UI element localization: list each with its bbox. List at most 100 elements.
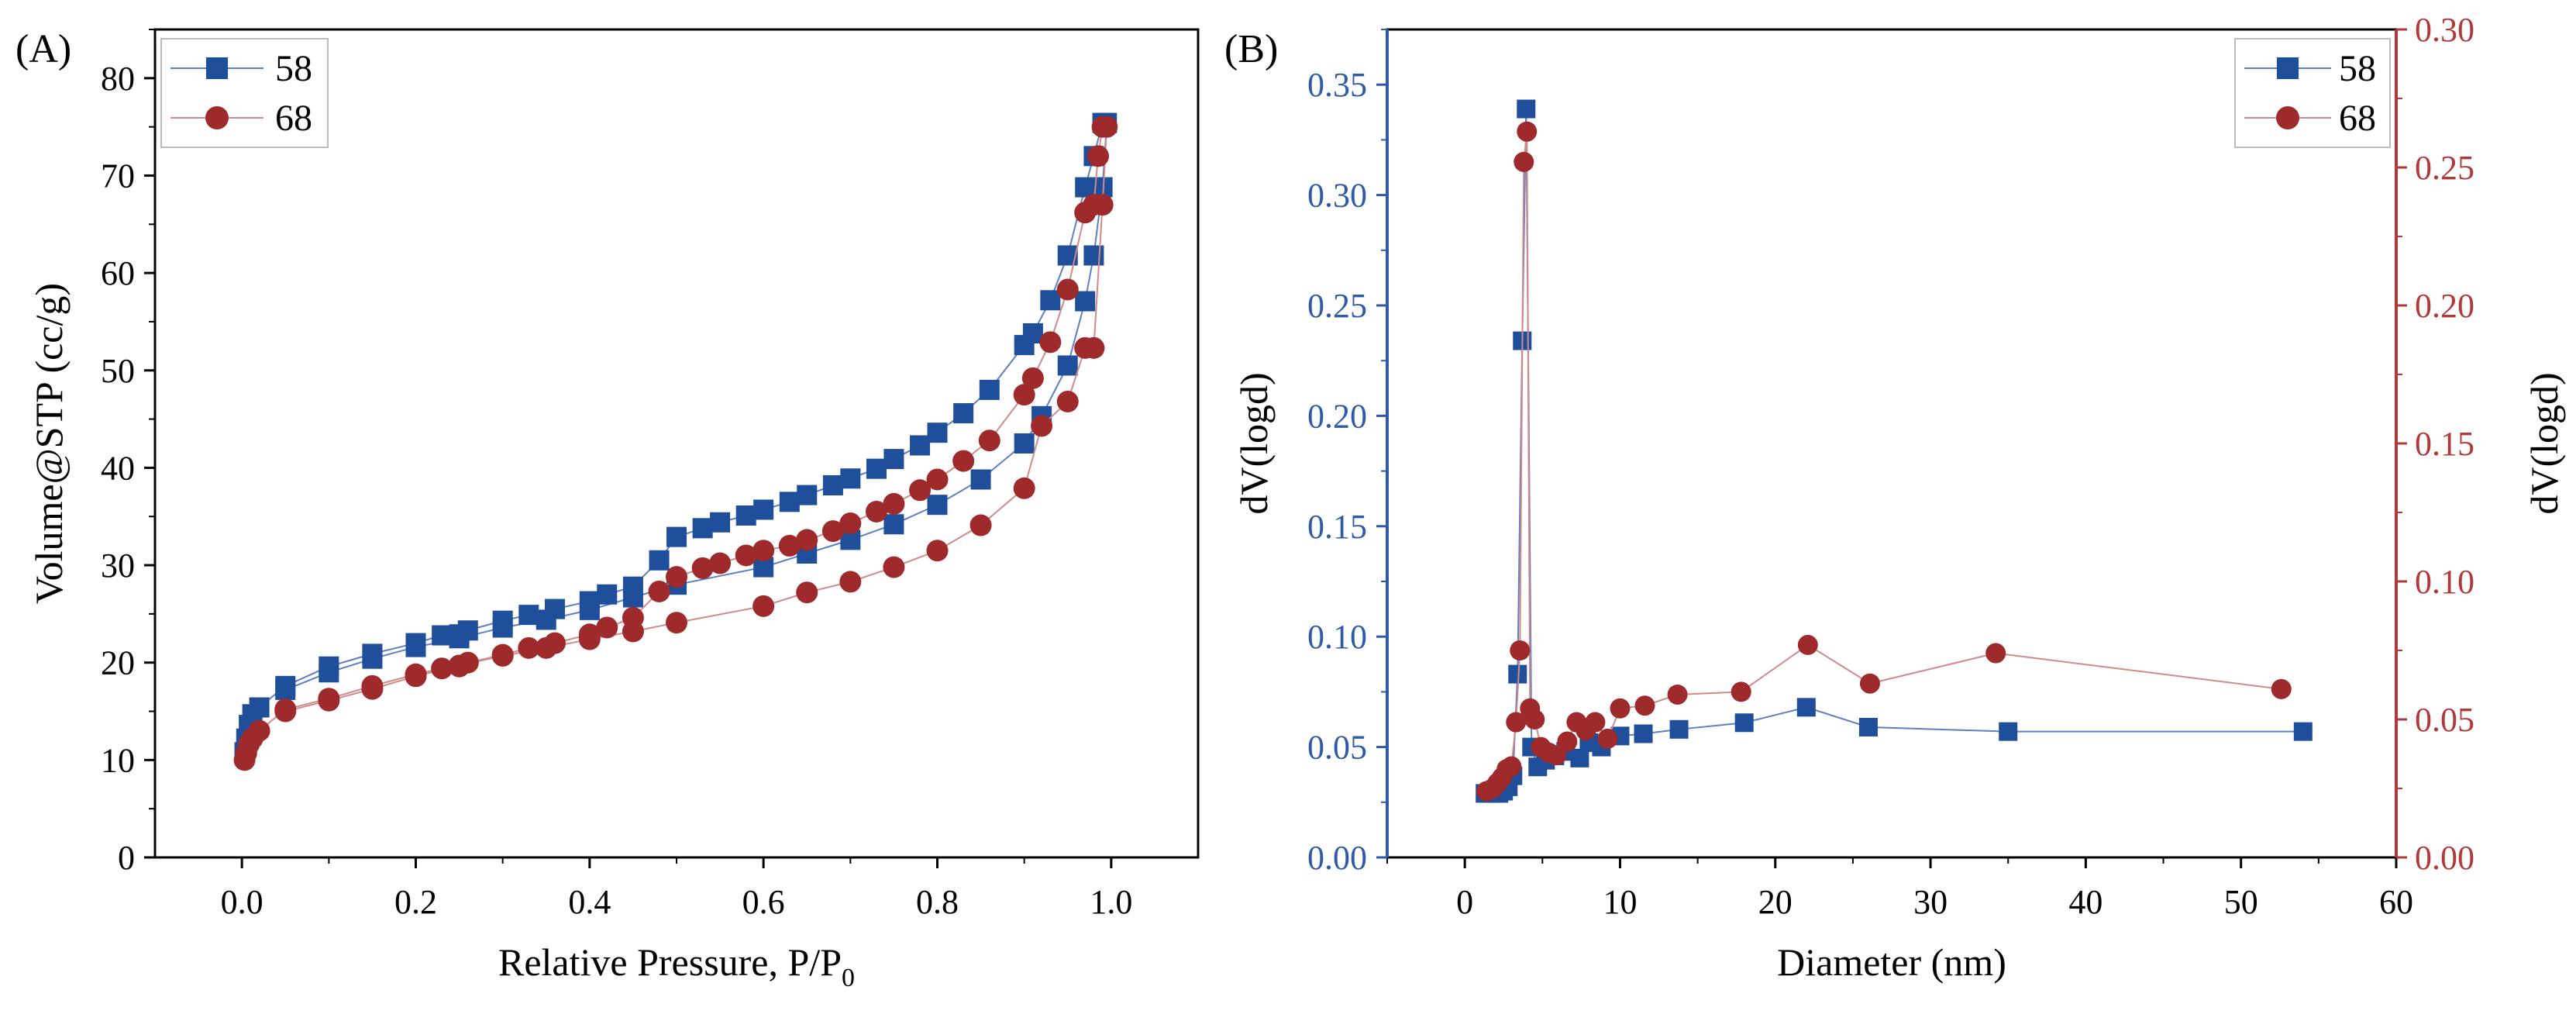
panel-a-point-58 (579, 599, 600, 620)
panel-a-point-68 (1056, 278, 1079, 301)
panel-b-point-68 (1597, 728, 1618, 749)
legend-b-58-label: 58 (2339, 48, 2376, 89)
panel-b-x-tick-label: 0 (1456, 883, 1473, 921)
panel-a-point-68 (361, 678, 384, 700)
panel-a-point-68 (1056, 390, 1079, 412)
panel-a-point-58 (779, 492, 800, 512)
panel-a-point-68 (578, 628, 601, 650)
panel-a-y-axis-label: Volume@STP (cc/g) (27, 283, 71, 604)
panel-a-point-68 (709, 552, 732, 574)
panel-a-point-58 (692, 518, 713, 539)
panel-a-y-tick-label: 40 (101, 449, 135, 487)
panel-b-point-68 (1501, 756, 1522, 777)
panel-a-point-68 (248, 719, 270, 742)
panel-a-point-68 (1096, 116, 1118, 138)
panel-a-point-68 (596, 616, 618, 639)
panel-b-point-68 (1517, 121, 1538, 142)
panel-a-point-68 (952, 450, 975, 472)
panel-a-point-68 (431, 657, 453, 680)
panel-a-y-tick-label: 60 (101, 254, 135, 292)
panel-a-point-58 (649, 550, 670, 571)
panel-a-point-58 (597, 584, 618, 605)
panel-a-point-58 (753, 499, 774, 520)
panel-b-point-58 (1796, 698, 1816, 717)
panel-b-left-y-tick-label: 0.10 (1307, 618, 1367, 656)
panel-b-x-tick-label: 10 (1603, 883, 1637, 921)
panel-a-label: (A) (15, 27, 71, 71)
panel-a-point-58 (1022, 323, 1043, 344)
panel-a-point-68 (1087, 145, 1110, 167)
legend-b-58-marker (2277, 57, 2299, 79)
panel-a-point-58 (1040, 290, 1061, 311)
panel-b-left-y-tick-label: 0.05 (1307, 729, 1367, 767)
panel-a-point-58 (518, 605, 539, 626)
panel-a-point-68 (778, 534, 801, 557)
panel-b-right-y-tick-label: 0.15 (2415, 425, 2474, 463)
panel-a-point-68 (622, 620, 644, 643)
panel-b-point-68 (1506, 712, 1527, 733)
panel-a-axes: 0.0 0.2 0.4 0.6 0.8 1.0 0 10 20 30 40 50 60 70 80 (101, 29, 1132, 921)
panel-a-legend: 58 68 (160, 38, 329, 148)
panel-a-point-58 (1075, 291, 1096, 312)
panel-b-left-y-tick-label: 0.15 (1307, 508, 1367, 546)
legend-58-marker (206, 57, 228, 79)
panel-b-point-68 (1557, 731, 1578, 752)
panel-a-x-tick-label: 0.6 (742, 883, 785, 921)
panel-b-right-y-tick-label: 0.25 (2415, 149, 2474, 187)
panel-b-x-axis-label: Diameter (nm) (1777, 940, 2006, 984)
legend-68-marker (205, 106, 229, 129)
panel-b-left-y-tick-label: 0.00 (1307, 839, 1367, 877)
panel-a-point-68 (491, 644, 514, 667)
legend-68-label: 68 (275, 98, 312, 139)
panel-a-point-58 (883, 514, 904, 535)
panel-a-point-68 (518, 636, 540, 659)
panel-a-y-tick-label: 30 (101, 547, 135, 585)
panel-b-point-68 (1610, 698, 1631, 719)
panel-a-point-68 (735, 544, 757, 567)
panel-a-x-axis-label-subscript: 0 (842, 964, 855, 992)
panel-a-point-68 (1021, 367, 1044, 389)
panel-b-point-58 (1634, 724, 1653, 743)
panel-a-point-58 (1014, 433, 1035, 454)
panel-b-point-58 (1669, 719, 1689, 739)
panel-b-right-y-tick-label: 0.20 (2415, 287, 2474, 325)
panel-a-point-68 (1013, 384, 1035, 406)
legend-b-68-label: 68 (2339, 98, 2376, 139)
panel-b-point-58 (1999, 722, 2018, 741)
panel-a-x-tick-label: 0.4 (568, 883, 611, 921)
panel-a-point-58 (927, 495, 948, 516)
panel-a-x-axis-label: Relative Pressure, P/P0 (498, 940, 855, 992)
panel-a-point-58 (622, 587, 643, 608)
panel-a-point-68 (648, 580, 670, 602)
panel-a-point-68 (883, 556, 905, 578)
panel-a-y-tick-label: 70 (101, 157, 135, 195)
panel-b-left-y-tick-label: 0.30 (1307, 177, 1367, 215)
panel-a-series (233, 112, 1118, 771)
panel-b-point-68 (1985, 643, 2006, 664)
panel-a-point-58 (970, 469, 991, 490)
panel-b-right-y-tick-label: 0.10 (2415, 563, 2474, 601)
panel-b-x-tick-label: 50 (2224, 883, 2258, 921)
panel-a-y-tick-label: 20 (101, 644, 135, 682)
panel-a-x-tick-label: 0.0 (221, 883, 263, 921)
panel-b-right-y-tick-label: 0.30 (2415, 11, 2474, 49)
panel-b-left-y-axis-label: dV(logd) (1232, 372, 1276, 514)
panel-b-x-tick-label: 30 (1913, 883, 1947, 921)
panel-b-right-y-axis-label: dV(logd) (2523, 372, 2566, 514)
panel-b-x-tick-label: 60 (2379, 883, 2413, 921)
panel-a-x-tick-label: 1.0 (1090, 883, 1132, 921)
panel-a-point-58 (405, 636, 426, 657)
panel-b-axes: 0 10 20 30 40 50 600.000.050.100.150.200.250.3… (1307, 11, 2474, 921)
panel-a-point-68 (969, 514, 992, 536)
panel-a-plot-frame (153, 28, 1200, 859)
panel-a-point-68 (535, 636, 557, 659)
panel-a-y-tick-label: 10 (101, 741, 135, 779)
panel-b-x-tick-label: 40 (2068, 883, 2102, 921)
panel-b-left-y-tick-label: 0.35 (1307, 66, 1367, 104)
panel-b-point-68 (1514, 151, 1534, 172)
panel-a-point-58 (449, 628, 470, 649)
panel-b-series-58-line (1485, 109, 2303, 795)
panel-b-right-y-tick-label: 0.05 (2415, 701, 2474, 739)
panel-a-point-68 (448, 654, 470, 677)
panel-a-point-68 (839, 571, 862, 593)
